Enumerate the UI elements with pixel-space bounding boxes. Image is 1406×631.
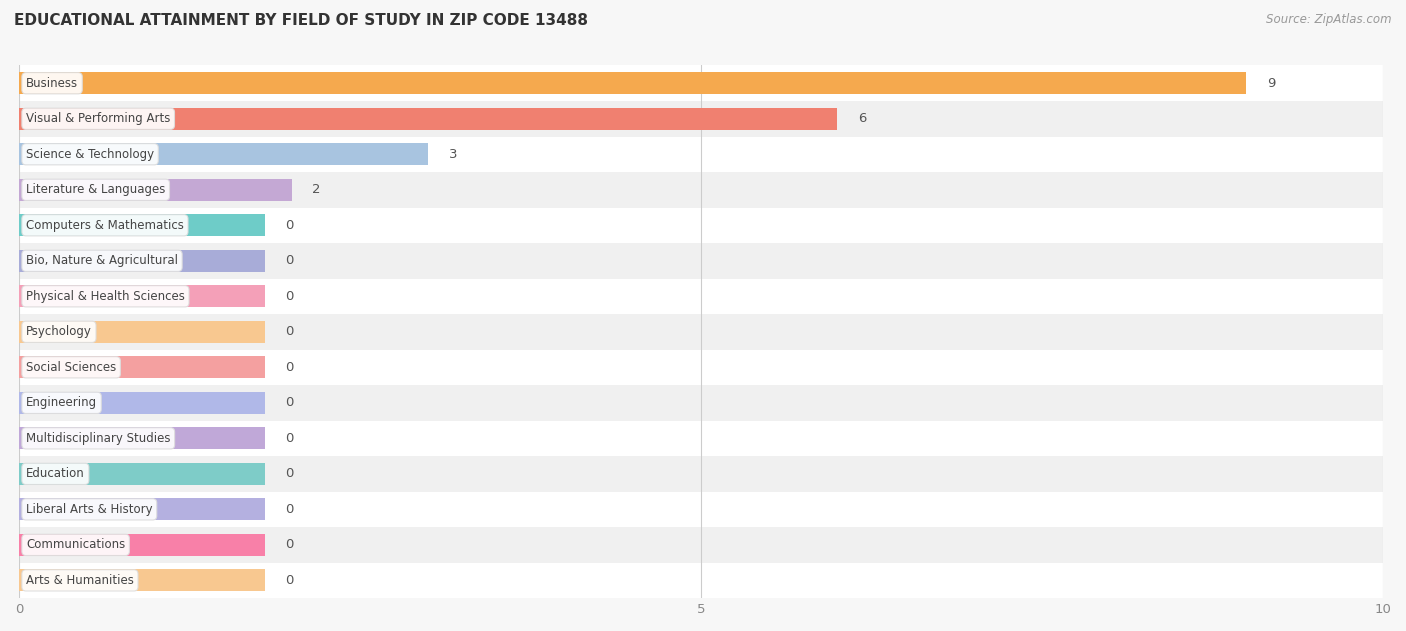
Bar [20, 563, 1382, 598]
Bar [20, 357, 264, 379]
Text: 0: 0 [285, 219, 294, 232]
Text: Literature & Languages: Literature & Languages [25, 183, 166, 196]
Bar [20, 392, 264, 414]
Bar [20, 66, 1382, 101]
Bar [20, 243, 1382, 278]
Bar [20, 143, 429, 165]
Text: Social Sciences: Social Sciences [25, 361, 117, 374]
Bar [20, 172, 1382, 208]
Bar [20, 527, 1382, 563]
Text: Visual & Performing Arts: Visual & Performing Arts [25, 112, 170, 125]
Bar [20, 101, 1382, 136]
Bar [20, 136, 1382, 172]
Text: 3: 3 [449, 148, 457, 161]
Bar [20, 215, 264, 236]
Text: EDUCATIONAL ATTAINMENT BY FIELD OF STUDY IN ZIP CODE 13488: EDUCATIONAL ATTAINMENT BY FIELD OF STUDY… [14, 13, 588, 28]
Text: 0: 0 [285, 396, 294, 410]
Text: 0: 0 [285, 326, 294, 338]
Text: 2: 2 [312, 183, 321, 196]
Text: Education: Education [25, 468, 84, 480]
Bar [20, 421, 1382, 456]
Bar [20, 278, 1382, 314]
Text: Bio, Nature & Agricultural: Bio, Nature & Agricultural [25, 254, 179, 268]
Bar [20, 250, 264, 272]
Text: 0: 0 [285, 432, 294, 445]
Bar [20, 208, 1382, 243]
Text: Arts & Humanities: Arts & Humanities [25, 574, 134, 587]
Bar [20, 321, 264, 343]
Bar [20, 314, 1382, 350]
Text: Liberal Arts & History: Liberal Arts & History [25, 503, 153, 516]
Bar [20, 534, 264, 556]
Text: 0: 0 [285, 538, 294, 551]
Text: 0: 0 [285, 503, 294, 516]
Bar [20, 492, 1382, 527]
Bar [20, 385, 1382, 421]
Text: Psychology: Psychology [25, 326, 91, 338]
Text: Computers & Mathematics: Computers & Mathematics [25, 219, 184, 232]
Bar [20, 108, 837, 130]
Text: Engineering: Engineering [25, 396, 97, 410]
Text: Physical & Health Sciences: Physical & Health Sciences [25, 290, 184, 303]
Bar [20, 456, 1382, 492]
Text: 0: 0 [285, 254, 294, 268]
Bar [20, 498, 264, 521]
Bar [20, 285, 264, 307]
Bar [20, 179, 292, 201]
Text: Multidisciplinary Studies: Multidisciplinary Studies [25, 432, 170, 445]
Text: 0: 0 [285, 290, 294, 303]
Text: 0: 0 [285, 468, 294, 480]
Text: Source: ZipAtlas.com: Source: ZipAtlas.com [1267, 13, 1392, 26]
Bar [20, 350, 1382, 385]
Bar [20, 463, 264, 485]
Text: Business: Business [25, 77, 79, 90]
Bar [20, 72, 1246, 94]
Text: Communications: Communications [25, 538, 125, 551]
Text: 9: 9 [1267, 77, 1275, 90]
Bar [20, 427, 264, 449]
Text: 0: 0 [285, 574, 294, 587]
Text: 6: 6 [858, 112, 866, 125]
Bar [20, 569, 264, 591]
Text: 0: 0 [285, 361, 294, 374]
Text: Science & Technology: Science & Technology [25, 148, 155, 161]
